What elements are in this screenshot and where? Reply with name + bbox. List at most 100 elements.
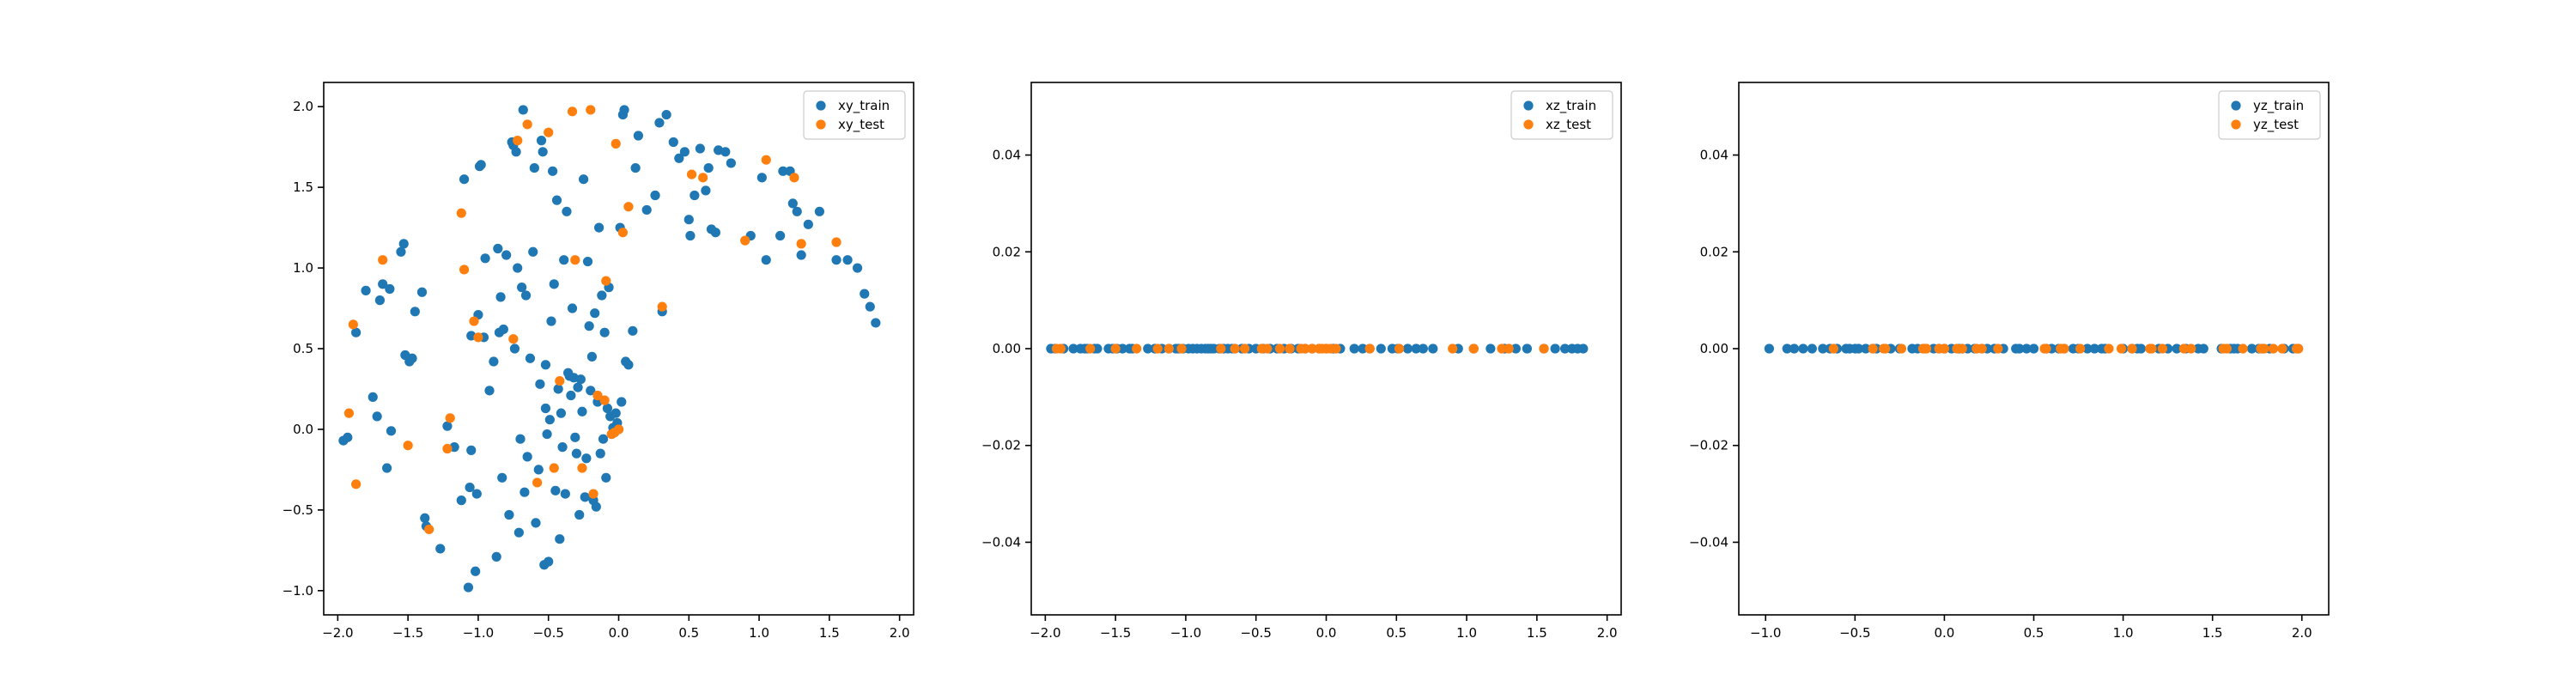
data-point xyxy=(597,290,607,301)
legend-label: xy_train xyxy=(838,98,890,114)
data-point xyxy=(343,432,353,442)
data-point xyxy=(509,344,520,354)
data-point xyxy=(466,445,477,455)
data-point xyxy=(1868,344,1878,354)
data-point xyxy=(540,360,551,370)
y-tick-label: 1.0 xyxy=(293,260,313,276)
data-point xyxy=(456,208,466,218)
data-point xyxy=(562,206,572,216)
data-point xyxy=(679,147,690,157)
data-point xyxy=(703,162,714,173)
data-point xyxy=(386,426,397,436)
data-point xyxy=(515,434,526,444)
x-tick-label: 1.5 xyxy=(819,625,840,641)
y-tick-label: 0.02 xyxy=(1700,244,1728,259)
data-point xyxy=(586,386,596,396)
data-point xyxy=(2136,344,2147,354)
data-point xyxy=(803,219,813,229)
data-point xyxy=(1939,344,1950,354)
x-tick-label: −2.0 xyxy=(1030,625,1060,641)
data-point xyxy=(594,222,605,233)
data-point xyxy=(571,448,582,459)
data-point xyxy=(613,424,624,435)
x-tick-label: 1.5 xyxy=(2202,625,2223,641)
data-point xyxy=(459,264,470,275)
data-point xyxy=(566,390,576,401)
data-point xyxy=(553,384,563,394)
data-point xyxy=(1789,344,1800,354)
data-point xyxy=(420,513,430,523)
data-point xyxy=(588,489,598,499)
data-point xyxy=(740,235,750,246)
data-point xyxy=(493,243,503,254)
data-point xyxy=(520,290,532,301)
y-tick-label: −0.04 xyxy=(981,534,1021,550)
legend-marker xyxy=(816,100,826,111)
data-point xyxy=(471,489,482,499)
data-point xyxy=(403,441,413,451)
data-point xyxy=(559,255,569,265)
data-point xyxy=(1764,344,1774,354)
data-point xyxy=(2028,344,2039,354)
data-point xyxy=(471,566,481,576)
data-point xyxy=(1349,344,1359,354)
data-point xyxy=(544,415,555,425)
data-point xyxy=(584,321,594,331)
data-point xyxy=(761,255,771,265)
data-point xyxy=(2221,344,2232,354)
data-point xyxy=(1055,344,1066,354)
data-point xyxy=(586,351,598,362)
legend-label: yz_train xyxy=(2253,98,2304,114)
data-point xyxy=(531,518,541,528)
data-point xyxy=(617,228,629,238)
data-point xyxy=(372,411,382,422)
data-point xyxy=(1448,344,1458,354)
data-point xyxy=(560,489,570,499)
data-point xyxy=(1176,344,1187,354)
data-point xyxy=(522,452,532,462)
data-point xyxy=(582,256,593,267)
data-point xyxy=(2246,344,2257,354)
x-tick-label: 0.0 xyxy=(1934,625,1954,641)
data-point xyxy=(504,509,514,520)
data-point xyxy=(1331,344,1341,354)
data-point xyxy=(575,374,586,385)
data-point xyxy=(2198,344,2208,354)
data-point xyxy=(1216,344,1226,354)
data-point xyxy=(533,465,544,475)
data-point xyxy=(551,195,562,205)
data-point xyxy=(2089,344,2099,354)
data-point xyxy=(1468,344,1479,354)
data-point xyxy=(1504,344,1514,354)
data-point xyxy=(544,556,554,567)
data-point xyxy=(2178,344,2189,354)
subplot-1: −2.0 −1.5 −1.0 −0.5 0.0 0.5 1.0 1.5 2.0 −1.0 −0.5 0… xyxy=(283,82,914,641)
data-point xyxy=(2041,344,2051,354)
data-point xyxy=(424,524,434,535)
data-point xyxy=(484,386,495,396)
data-point xyxy=(1428,344,1438,354)
data-point xyxy=(657,301,667,312)
x-tick-label: −0.5 xyxy=(1839,625,1870,641)
data-point xyxy=(536,136,547,146)
data-point xyxy=(1143,344,1153,354)
data-point xyxy=(595,448,605,459)
data-point xyxy=(2082,344,2093,354)
y-tick-label: −0.5 xyxy=(283,502,313,518)
data-point xyxy=(1402,344,1413,354)
subplot-3: −1.0 −0.5 0.0 0.5 1.0 1.5 2.0 −0.04 −0.02 0.00 0.0… xyxy=(1689,82,2330,641)
data-point xyxy=(1497,344,1507,354)
data-point xyxy=(456,495,466,506)
x-tick-label: 1.0 xyxy=(749,625,769,641)
data-point xyxy=(1921,344,1932,354)
data-point xyxy=(351,327,361,337)
data-point xyxy=(351,479,361,489)
data-point xyxy=(1240,344,1250,354)
data-point xyxy=(2157,344,2167,354)
data-point xyxy=(1085,344,1096,354)
data-point xyxy=(2059,344,2069,354)
y-tick-label: 0.04 xyxy=(1700,148,1728,163)
data-point xyxy=(513,136,523,146)
data-point xyxy=(1896,344,1907,354)
